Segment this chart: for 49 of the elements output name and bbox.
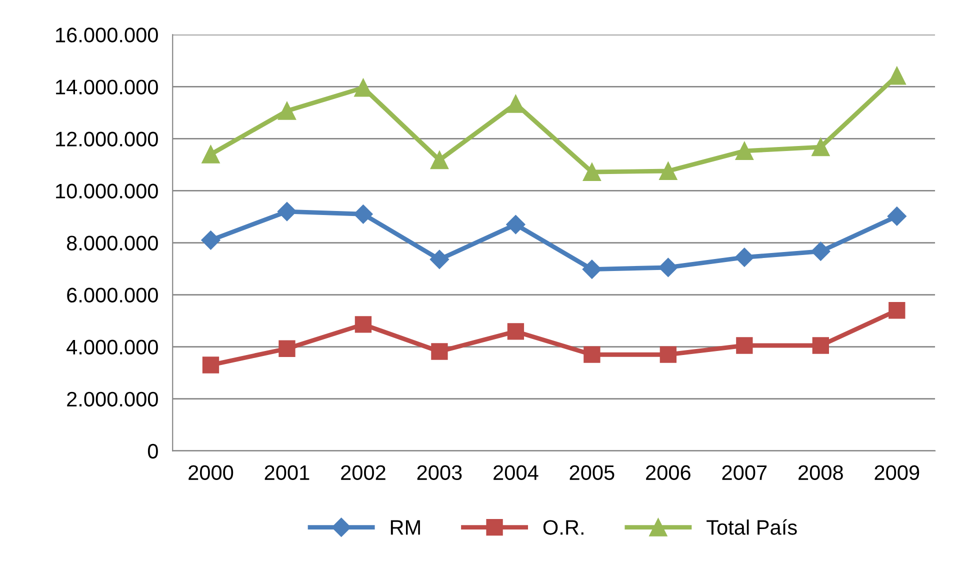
y-tick-label: 14.000.000 [56, 80, 158, 94]
point [278, 340, 296, 357]
y-tick-label: 16.000.000 [56, 28, 158, 42]
x-tick-label: 2006 [646, 465, 690, 480]
x-tick-label: 2007 [722, 465, 767, 480]
point [506, 215, 526, 234]
point [887, 206, 906, 226]
y-tick-label: 2.000.000 [67, 392, 158, 407]
point [202, 356, 220, 374]
legend-label: Total País [706, 519, 797, 535]
point [811, 242, 830, 261]
point [812, 337, 829, 354]
x-tick-label: 2009 [874, 465, 920, 480]
point [584, 346, 600, 363]
point [660, 346, 677, 363]
point [277, 202, 297, 222]
point [354, 204, 373, 224]
point [659, 162, 678, 180]
point [735, 142, 754, 160]
x-tick-label: 2004 [494, 465, 538, 480]
x-tick-label: 2002 [341, 465, 386, 480]
point [431, 343, 448, 360]
point [736, 337, 753, 354]
point [734, 248, 754, 267]
x-tick-label: 2001 [264, 465, 310, 480]
x-tick-label: 2003 [417, 465, 462, 480]
y-tick-label: 10.000.000 [56, 184, 158, 198]
point [507, 323, 524, 340]
legend-label: RM [390, 520, 420, 535]
x-tick-label: 2008 [798, 465, 843, 480]
point [201, 230, 220, 250]
point [888, 302, 906, 319]
point [812, 138, 830, 156]
point [582, 162, 601, 182]
point [278, 102, 296, 120]
point [430, 250, 449, 269]
point [582, 260, 602, 279]
legend-label: O.R. [543, 520, 584, 535]
y-tick-label: 6.000.000 [67, 288, 158, 303]
y-tick-label: 4.000.000 [66, 340, 158, 355]
point [354, 316, 372, 333]
y-tick-label: 8.000.000 [66, 236, 158, 251]
point [202, 145, 220, 164]
point [430, 151, 448, 170]
y-tick-label: 0 [148, 444, 158, 459]
y-tick-label: 12.000.000 [56, 132, 158, 146]
point [658, 258, 678, 278]
x-tick-label: 2000 [188, 465, 234, 480]
x-tick-label: 2005 [570, 465, 614, 480]
